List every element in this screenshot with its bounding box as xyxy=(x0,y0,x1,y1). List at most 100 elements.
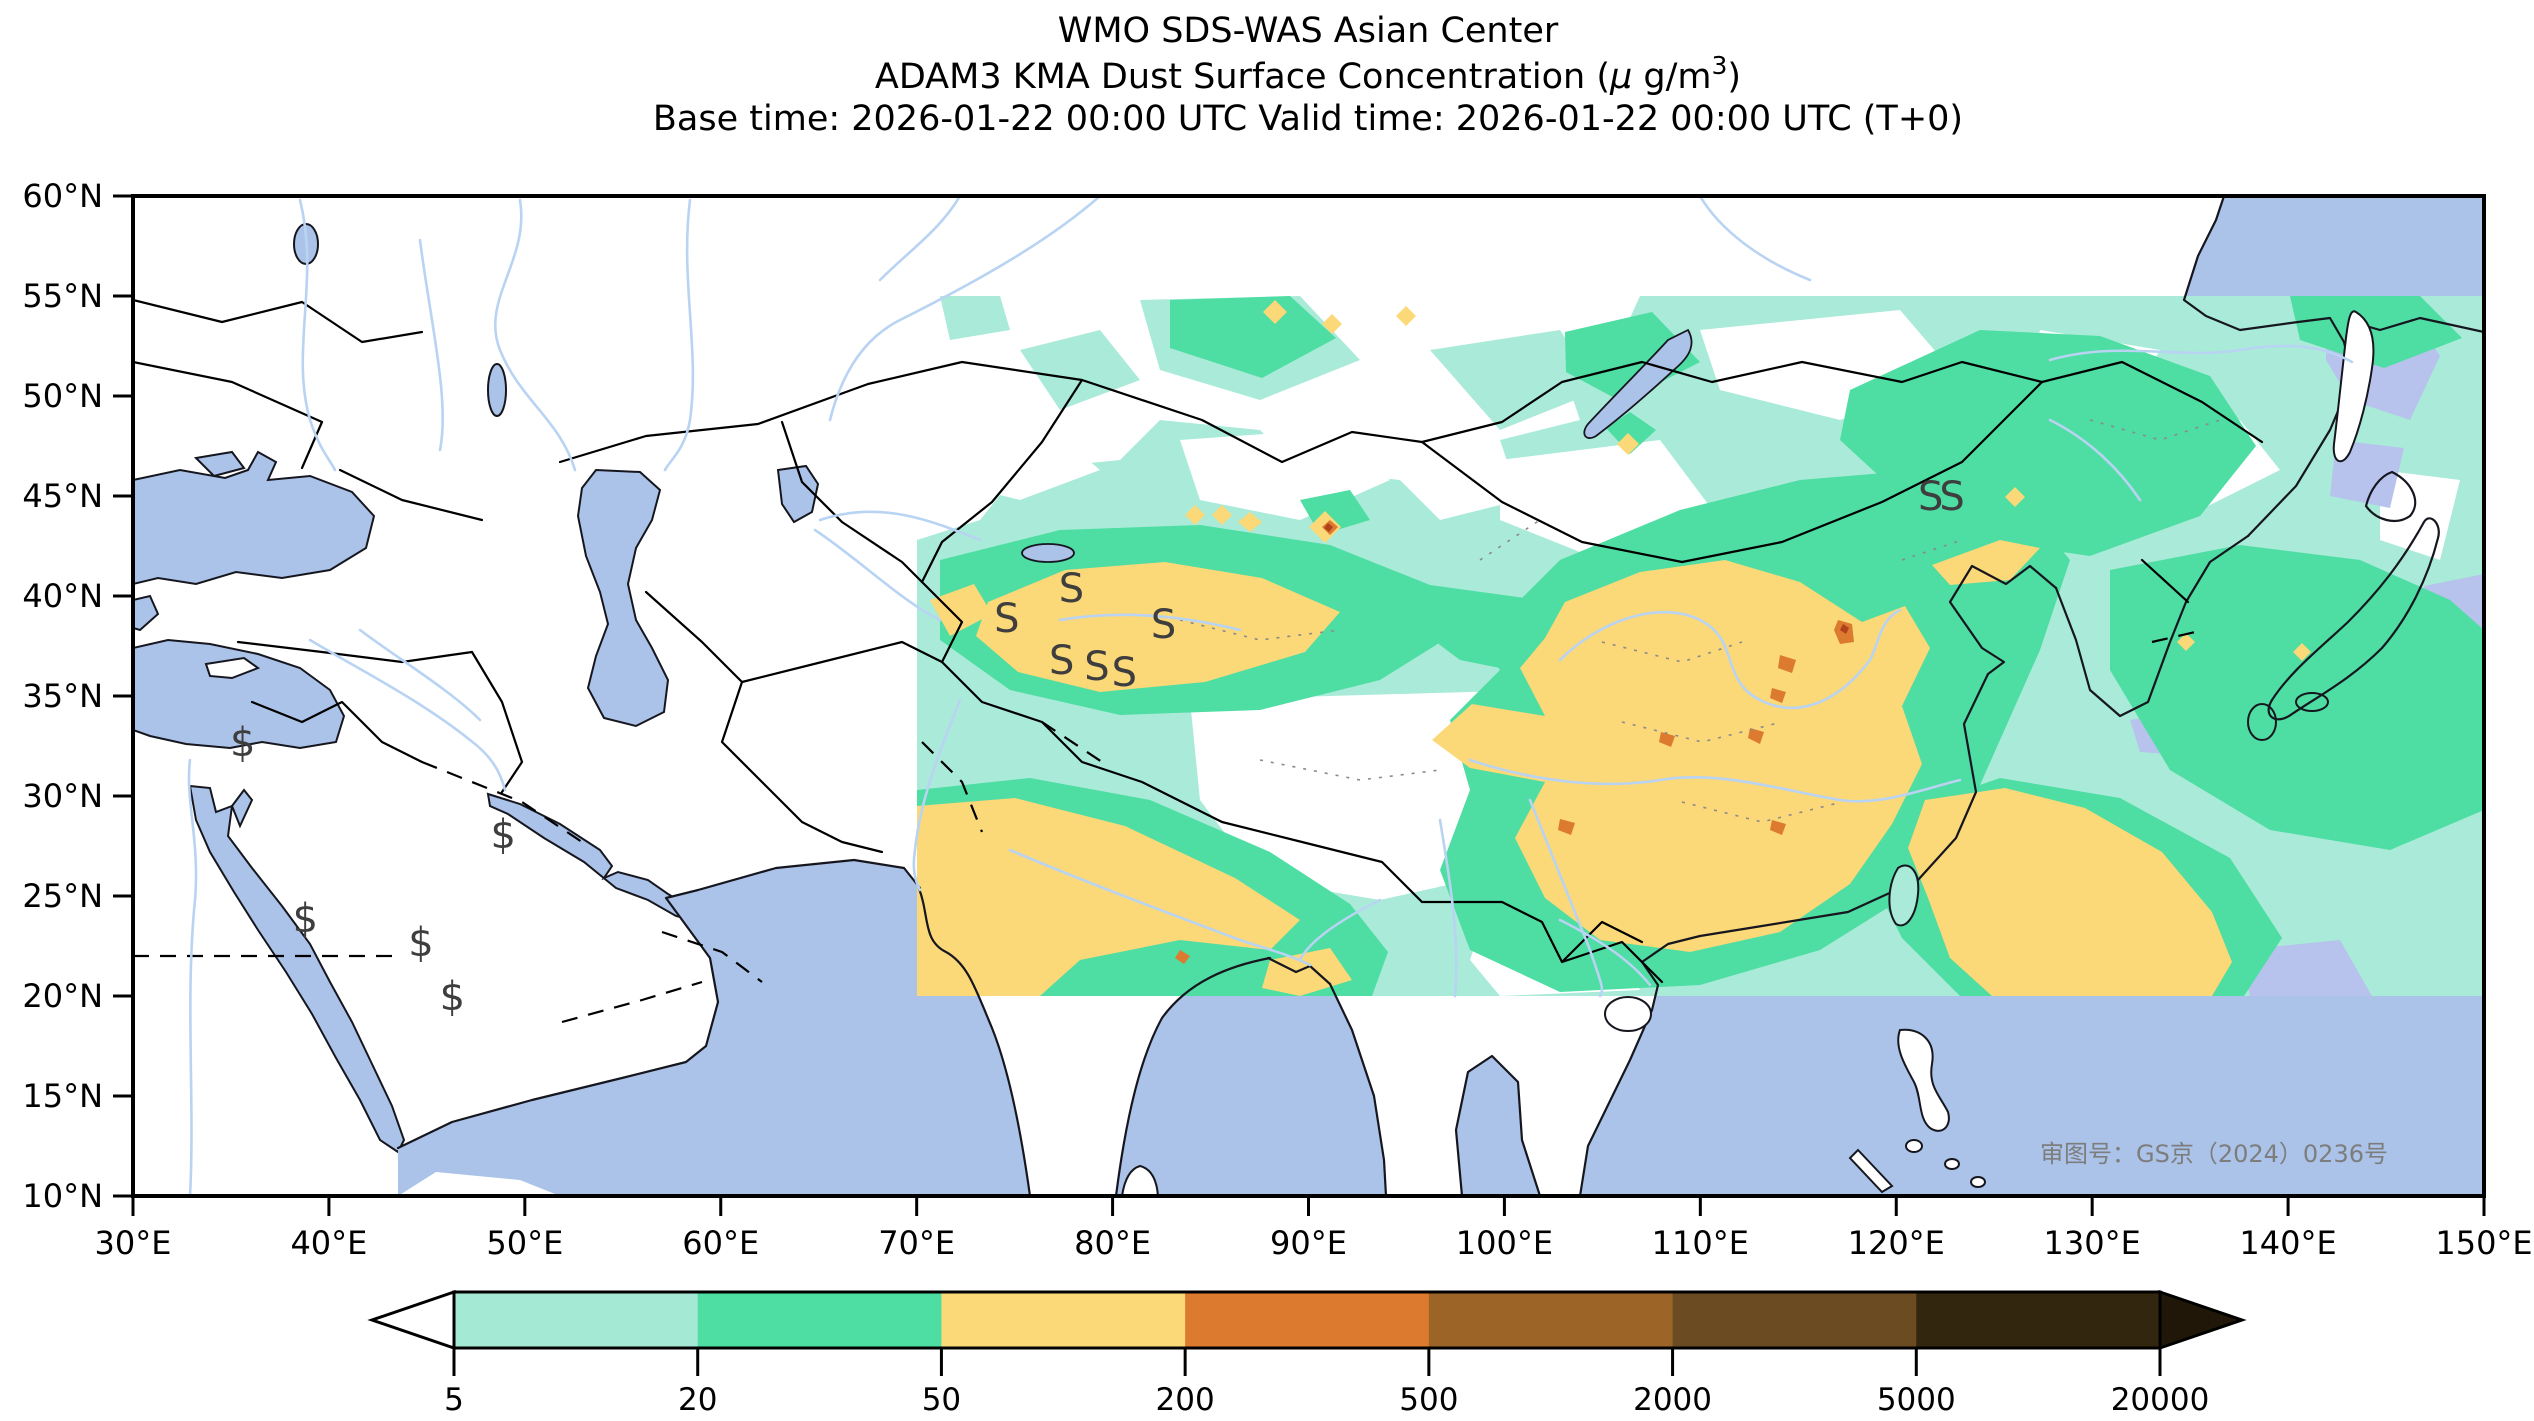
dust-level3-ne-band xyxy=(1932,540,2040,585)
river-irrawaddy xyxy=(1438,818,1458,998)
dust-level5-spot2 xyxy=(1324,523,1333,532)
header: WMO SDS-WAS Asian Center ADAM3 KMA Dust … xyxy=(653,11,1963,139)
borders-china-west xyxy=(920,378,1664,984)
page-title: WMO SDS-WAS Asian Center xyxy=(1058,11,1559,51)
gulf-of-aqaba xyxy=(230,788,254,829)
borders-levant xyxy=(250,700,424,764)
border-saudi-yemen xyxy=(561,980,703,1024)
x-tick-label: 110°E xyxy=(1652,1224,1749,1262)
y-tick-label: 20°N xyxy=(22,977,103,1015)
colorbar-tick-label: 200 xyxy=(1156,1382,1215,1418)
dust-level3-japan-spot xyxy=(2293,643,2311,661)
caspian-sea xyxy=(576,468,670,728)
sakhalin xyxy=(2332,310,2375,463)
colorbar-tick-label: 20 xyxy=(678,1382,717,1418)
x-tick-label: 40°E xyxy=(290,1224,367,1262)
bengal-delta-coast xyxy=(1266,956,1332,986)
x-tick-label: 90°E xyxy=(1270,1224,1347,1262)
dust-level3-diamond6 xyxy=(1238,512,1262,532)
dust-level3-korea-spot xyxy=(2177,633,2195,651)
river-yellow xyxy=(1558,608,1902,710)
borders-mongolia-south xyxy=(1420,380,2044,564)
dust-level4-spot6 xyxy=(1558,819,1575,835)
colorbar-segment xyxy=(1428,1292,1674,1348)
shikoku xyxy=(2295,692,2329,712)
colorbar-frame xyxy=(452,1290,2162,1350)
visayas-1 xyxy=(1944,1158,1960,1170)
visayas-2 xyxy=(1970,1176,1986,1188)
gulf-of-thailand-coast xyxy=(1454,1054,1542,1196)
coastlines xyxy=(396,196,2484,1196)
river-brahmaputra xyxy=(1298,898,1382,962)
river-nile xyxy=(187,758,198,1196)
colorbar-tick-label: 20000 xyxy=(2111,1382,2210,1418)
aegean-sea xyxy=(133,594,160,632)
y-tick-label: 40°N xyxy=(22,577,103,615)
russia-far-east-coast xyxy=(2182,196,2354,538)
borders-yalu xyxy=(2140,558,2190,604)
country-borders xyxy=(133,298,2264,1024)
dust-storm-symbol: SS xyxy=(1918,474,1963,520)
dust-storm-symbol: S xyxy=(1059,566,1084,612)
hokkaido xyxy=(2364,470,2417,523)
y-axis: 60°N 55°N 50°N 45°N 40°N 35°N 30°N 25°N 20°N 15°N… xyxy=(22,177,133,1215)
palawan xyxy=(1848,1148,1894,1194)
dust-storm-symbol: $ xyxy=(230,720,255,766)
x-tick-label: 60°E xyxy=(682,1224,759,1262)
korea-coast xyxy=(2054,534,2250,718)
dust-level3-ne-spot xyxy=(2005,487,2025,507)
borders-laos xyxy=(1560,920,1644,964)
dust-level4-spot3 xyxy=(1770,688,1786,703)
map-approval-annotation: 审图号：GS京（2024）0236号 xyxy=(2040,1140,2388,1168)
dust-storm-symbol: S xyxy=(1084,644,1109,690)
islands xyxy=(1120,310,2440,1196)
colorbar-tick-label: 50 xyxy=(922,1382,961,1418)
dust-level3-taklamakan xyxy=(976,562,1340,692)
dust-level4-spot5 xyxy=(1659,732,1675,747)
dust-storm-symbol: S xyxy=(994,596,1019,642)
border-saudi-interior-1 xyxy=(421,760,583,843)
base-valid-time: Base time: 2026-01-22 00:00 UTC Valid ti… xyxy=(653,99,1963,139)
red-sea xyxy=(188,784,406,1154)
dust-level4-spot7 xyxy=(1770,820,1786,835)
x-tick-label: 150°E xyxy=(2435,1224,2532,1262)
dust-level2-okhotsk-top xyxy=(2290,296,2462,368)
border-india-pakistan xyxy=(921,741,984,833)
border-korea-dmz xyxy=(2151,628,2205,644)
dust-level3-east-china-sea xyxy=(1908,788,2232,996)
y-tick-label: 45°N xyxy=(22,477,103,515)
colorbar-arrow-left xyxy=(367,1289,456,1351)
arabia-iran-coast xyxy=(396,858,922,1150)
mediterranean-sea xyxy=(133,638,346,750)
dust-level4-spot2 xyxy=(1778,655,1796,673)
colorbar-tick-label: 5000 xyxy=(1877,1382,1956,1418)
borders-caucasus xyxy=(338,468,484,522)
river-songhua xyxy=(2048,418,2142,502)
dust-level3-diamond1 xyxy=(1263,300,1287,324)
lake-baikal xyxy=(1583,328,1693,439)
river-amu-darya xyxy=(813,528,942,622)
seas-west xyxy=(133,223,820,1154)
dust-storm-symbol: $ xyxy=(491,812,516,858)
colorbar-legend: 5 20 50 200 500 2000 5000 20000 xyxy=(367,1289,2247,1418)
river-ob xyxy=(878,196,962,282)
dust-level3-diamond3 xyxy=(1396,306,1416,326)
dust-level2-ne-china xyxy=(1840,330,2256,556)
borders-central-asia xyxy=(780,420,924,584)
x-axis: 30°E 40°E 50°E 60°E 70°E 80°E 90°E 100°E 110°E 12… xyxy=(95,1196,2533,1262)
colorbar-segment xyxy=(454,1292,699,1348)
river-dnieper xyxy=(298,198,337,472)
dust-hole-steppe1 xyxy=(935,420,1100,500)
y-tick-label: 15°N xyxy=(22,1077,103,1115)
x-tick-label: 70°E xyxy=(878,1224,955,1262)
y-tick-label: 55°N xyxy=(22,277,103,315)
colorbar-tick-label: 500 xyxy=(1399,1382,1458,1418)
borders-east-europe-1 xyxy=(133,298,424,344)
colorbar-segment xyxy=(1916,1292,2161,1348)
dust-hole-hokkaido xyxy=(2380,470,2460,560)
river-yangtze xyxy=(1468,758,1962,803)
